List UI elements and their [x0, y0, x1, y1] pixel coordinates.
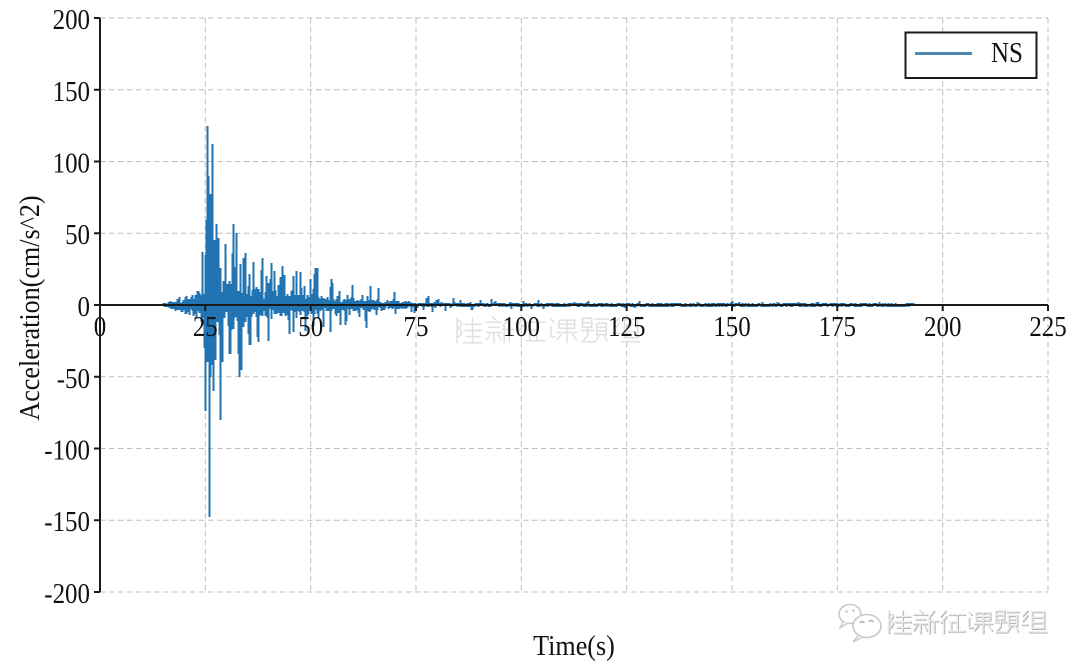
svg-text:Acceleration(cm/s^2): Acceleration(cm/s^2): [13, 195, 46, 420]
svg-text:50: 50: [65, 218, 90, 250]
svg-text:125: 125: [608, 310, 645, 342]
svg-text:-100: -100: [44, 434, 90, 466]
svg-text:0: 0: [94, 310, 106, 342]
svg-text:-150: -150: [44, 505, 90, 537]
svg-text:150: 150: [53, 75, 90, 107]
svg-text:-50: -50: [57, 362, 90, 394]
svg-text:75: 75: [404, 310, 429, 342]
svg-text:225: 225: [1029, 310, 1066, 342]
svg-text:150: 150: [713, 310, 750, 342]
svg-text:175: 175: [819, 310, 856, 342]
svg-text:25: 25: [193, 310, 218, 342]
svg-text:-200: -200: [44, 577, 90, 609]
svg-text:200: 200: [924, 310, 961, 342]
svg-text:Time(s): Time(s): [533, 629, 615, 662]
svg-text:100: 100: [503, 310, 540, 342]
svg-text:200: 200: [53, 3, 90, 35]
svg-text:NS: NS: [991, 36, 1023, 68]
svg-text:50: 50: [298, 310, 323, 342]
svg-text:100: 100: [53, 147, 90, 179]
svg-text:0: 0: [78, 290, 90, 322]
